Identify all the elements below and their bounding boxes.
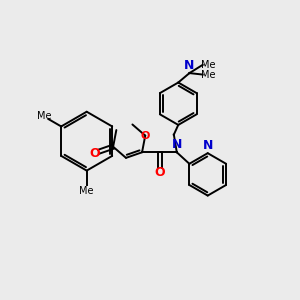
Text: O: O	[154, 167, 165, 179]
Text: O: O	[89, 147, 100, 160]
Text: N: N	[202, 139, 213, 152]
Text: Me: Me	[201, 60, 216, 70]
Text: N: N	[172, 138, 182, 152]
Text: Me: Me	[37, 111, 51, 122]
Text: Me: Me	[201, 70, 216, 80]
Text: N: N	[184, 58, 195, 72]
Text: Me: Me	[80, 186, 94, 196]
Text: O: O	[141, 130, 150, 141]
